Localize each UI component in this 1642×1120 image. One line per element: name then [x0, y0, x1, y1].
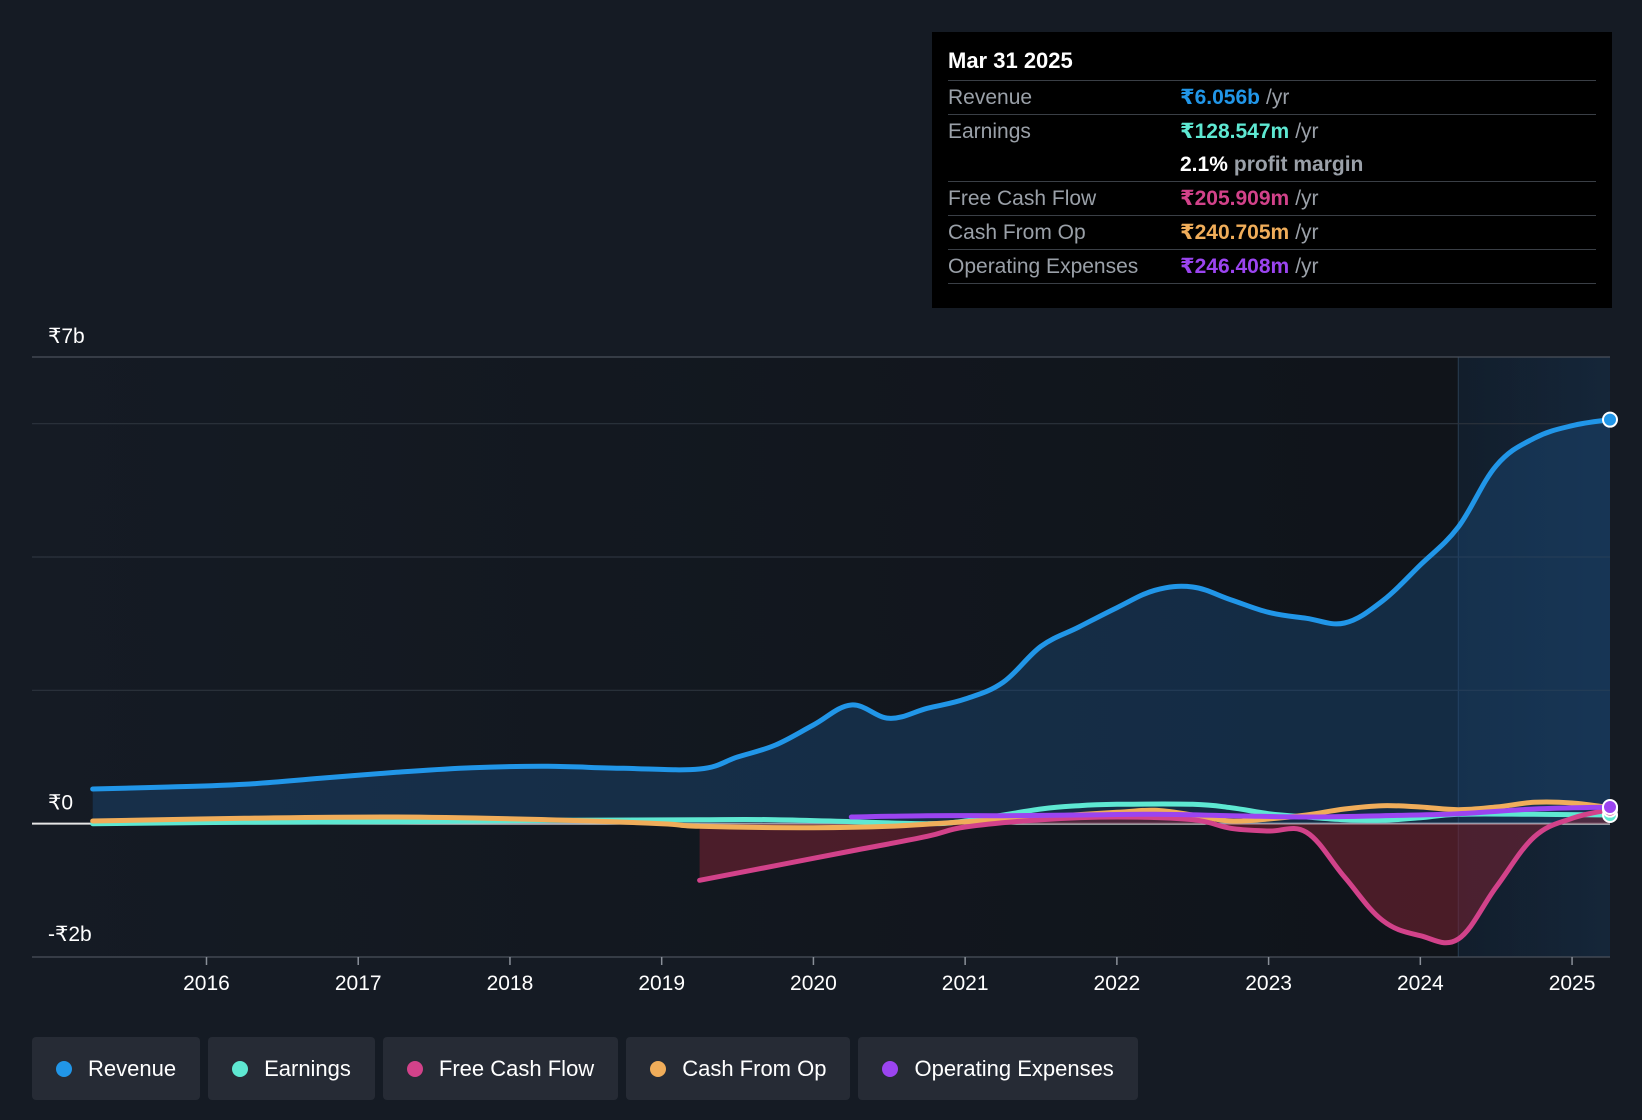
tooltip-value: ₹240.705m	[1180, 221, 1290, 244]
series-end-markers	[1602, 411, 1618, 823]
series-areas	[92, 419, 1611, 943]
y-tick-label: -₹2b	[48, 923, 92, 946]
cash-from-op-dot-icon	[650, 1060, 667, 1077]
x-tick-label: 2020	[790, 972, 837, 995]
tooltip-row-operating-expenses: Operating Expenses ₹246.408m/yr	[948, 249, 1596, 284]
tooltip-label: Operating Expenses	[948, 255, 1139, 278]
tooltip-label: Revenue	[948, 86, 1033, 109]
series-lines	[90, 417, 1613, 946]
operating-expenses-dot-icon	[882, 1060, 899, 1077]
x-tick-label: 2016	[183, 972, 230, 995]
operating-expenses-end-marker	[1602, 799, 1618, 815]
free-cash-flow-area	[699, 809, 1610, 943]
legend-item-operating-expenses[interactable]: Operating Expenses	[858, 1037, 1138, 1100]
tooltip-date: Mar 31 2025	[948, 48, 1073, 73]
tooltip-label: Cash From Op	[948, 221, 1086, 244]
tooltip-row-free-cash-flow: Free Cash Flow ₹205.909m/yr	[948, 181, 1596, 215]
profit-margin-label: profit margin	[1233, 153, 1364, 176]
y-tick-label: ₹7b	[48, 325, 85, 348]
y-axis-labels: ₹7b ₹0 -₹2b	[48, 325, 92, 946]
tooltip-unit: /yr	[1295, 221, 1319, 244]
free-cash-flow-dot-icon	[406, 1060, 423, 1077]
legend-label: Operating Expenses	[914, 1055, 1114, 1081]
tooltip-value: ₹6.056b	[1180, 86, 1260, 109]
legend: Revenue Earnings Free Cash Flow Cash Fro…	[32, 1037, 1138, 1100]
tooltip-value: ₹128.547m	[1180, 120, 1290, 143]
legend-label: Revenue	[88, 1055, 177, 1081]
tooltip-row-profit-margin: 2.1% profit margin	[948, 148, 1596, 181]
legend-label: Cash From Op	[682, 1055, 827, 1081]
tooltip-value: ₹246.408m	[1180, 255, 1290, 278]
x-axis-ticks: 2016 2017 2018 2019 2020 2021 2022 2023 2024 2025	[183, 957, 1595, 995]
tooltip-row-cash-from-op: Cash From Op ₹240.705m/yr	[948, 215, 1596, 249]
x-tick-label: 2022	[1094, 972, 1141, 995]
legend-label: Earnings	[264, 1055, 351, 1081]
legend-label: Free Cash Flow	[438, 1055, 595, 1081]
tooltip-value: ₹205.909m	[1180, 187, 1290, 210]
revenue-line[interactable]	[90, 417, 1613, 792]
tooltip-unit: /yr	[1295, 187, 1319, 210]
x-tick-label: 2017	[335, 972, 382, 995]
free-cash-flow-line[interactable]	[697, 807, 1613, 946]
x-tick-label: 2019	[638, 972, 685, 995]
tooltip-label: Free Cash Flow	[948, 187, 1097, 210]
x-tick-label: 2018	[487, 972, 534, 995]
legend-item-free-cash-flow[interactable]: Free Cash Flow	[382, 1037, 619, 1100]
hover-tooltip: Mar 31 2025 Revenue ₹6.056b/yr Earnings …	[932, 32, 1612, 308]
legend-item-earnings[interactable]: Earnings	[208, 1037, 375, 1100]
x-tick-label: 2023	[1245, 972, 1292, 995]
legend-item-cash-from-op[interactable]: Cash From Op	[626, 1037, 851, 1100]
operating-expenses-line[interactable]	[848, 804, 1613, 820]
legend-item-revenue[interactable]: Revenue	[32, 1037, 201, 1100]
tooltip-row-earnings: Earnings ₹128.547m/yr	[948, 114, 1596, 148]
y-tick-label: ₹0	[48, 792, 73, 815]
x-tick-label: 2025	[1549, 972, 1596, 995]
tooltip-unit: /yr	[1295, 120, 1319, 143]
x-tick-label: 2021	[942, 972, 989, 995]
tooltip-row-revenue: Revenue ₹6.056b/yr	[948, 80, 1596, 114]
revenue-area	[92, 419, 1611, 824]
revenue-dot-icon	[56, 1060, 72, 1077]
tooltip-unit: /yr	[1295, 255, 1319, 278]
profit-margin-value: 2.1%	[1180, 153, 1228, 176]
tooltip-label: Earnings	[948, 120, 1031, 143]
revenue-end-marker	[1602, 411, 1618, 428]
tooltip-unit: /yr	[1266, 86, 1290, 109]
earnings-dot-icon	[232, 1060, 249, 1077]
x-tick-label: 2024	[1397, 972, 1444, 995]
cash-from-op-line[interactable]	[90, 799, 1613, 831]
